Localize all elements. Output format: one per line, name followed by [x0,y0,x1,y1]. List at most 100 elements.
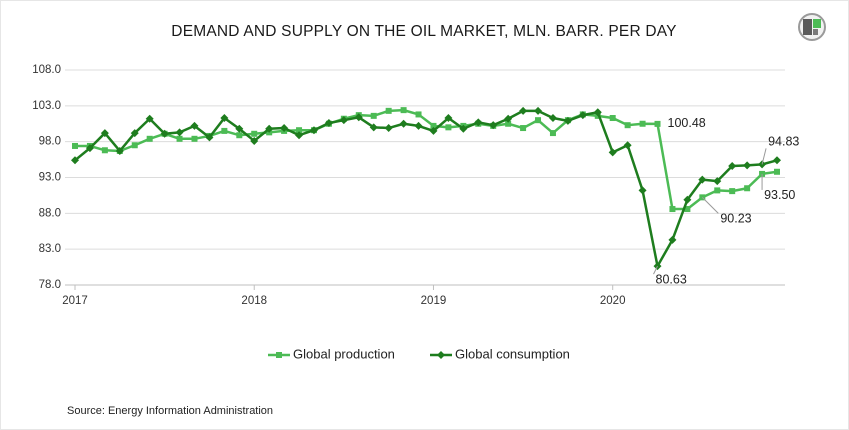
diamond-marker [324,119,333,128]
diamond-marker [190,121,199,130]
square-marker [385,107,392,114]
square-marker [549,130,556,137]
diamond-marker [743,161,752,170]
y-tick-label: 93.0 [39,172,61,184]
diamond-marker [504,114,513,123]
diamond-marker [100,129,109,138]
square-marker [131,142,138,149]
series-group [71,106,781,271]
data-label: 80.63 [656,272,687,286]
square-marker [276,352,282,358]
diamond-marker [235,124,244,133]
label-leader [653,265,658,275]
diamond-marker [459,124,468,133]
square-marker [191,135,198,142]
square-marker [624,122,631,129]
diamond-marker [280,124,289,133]
diamond-marker [85,144,94,153]
diamond-marker [429,126,438,135]
diamond-marker [265,124,274,133]
diamond-marker [384,124,393,133]
diamond-marker [71,156,79,165]
diamond-marker [369,123,378,132]
square-marker [535,117,542,124]
diamond-marker [519,106,528,115]
diamond-marker [623,141,632,150]
square-marker [714,187,721,194]
square-marker [221,127,228,134]
diamond-marker [773,156,781,165]
data-label: 94.83 [768,135,799,149]
square-marker [609,115,616,122]
y-tick-label: 98.0 [39,136,61,148]
legend-label: Global production [293,346,395,361]
diamond-marker [399,119,408,128]
y-tick-label: 88.0 [39,207,61,219]
diamond-marker [250,136,259,145]
diamond-marker [608,148,617,157]
square-marker [744,185,751,192]
diamond-marker [668,235,677,244]
data-label: 100.48 [668,116,706,130]
diamond-marker [354,113,363,122]
diamond-marker [489,121,498,130]
diamond-marker [578,111,587,120]
square-marker [296,127,303,134]
diamond-marker [593,108,602,117]
square-marker [236,132,243,139]
square-marker [729,188,736,195]
data-label: 93.50 [764,188,795,202]
diamond-marker [698,175,707,184]
square-marker [251,130,258,137]
square-marker [101,147,108,154]
diamond-marker [160,129,169,138]
x-tick-label: 2017 [62,295,88,307]
diamond-marker [683,195,692,204]
square-marker [684,206,691,213]
diamond-marker [437,351,445,359]
legend-label: Global consumption [455,346,570,361]
diamond-marker [638,186,647,195]
logo [798,13,826,41]
y-tick-label: 78.0 [39,279,61,291]
chart-title: DEMAND AND SUPPLY ON THE OIL MARKET, MLN… [171,23,676,40]
square-marker [400,107,407,114]
square-marker [430,122,437,129]
y-tick-label: 108.0 [32,64,61,76]
diamond-marker [548,114,557,123]
data-label: 90.23 [720,212,751,226]
square-marker [370,112,377,119]
legend [268,351,452,359]
square-marker [505,120,512,127]
diamond-marker [534,106,543,115]
diamond-marker [145,114,154,123]
diamond-marker [130,129,139,138]
diamond-marker [728,162,737,171]
square-marker [415,111,422,118]
square-marker [445,124,452,131]
diamond-marker [414,121,423,130]
square-marker [146,135,153,142]
label-leader [761,148,767,165]
diamond-marker [295,131,304,140]
square-marker [176,135,183,142]
diamond-marker [444,114,453,123]
square-marker [669,206,676,213]
square-marker [72,142,78,149]
diamond-marker [220,114,229,123]
square-marker [520,125,527,132]
label-leader [701,196,719,214]
source-note: Source: Energy Information Administratio… [67,405,273,417]
diamond-marker [563,116,572,125]
y-tick-label: 83.0 [39,243,61,255]
diamond-marker [339,116,348,125]
diamond-marker [713,177,722,186]
diamond-marker [205,133,214,142]
y-tick-label: 103.0 [32,100,61,112]
x-tick-label: 2019 [421,295,447,307]
x-tick-label: 2020 [600,295,626,307]
diamond-marker [115,146,124,155]
